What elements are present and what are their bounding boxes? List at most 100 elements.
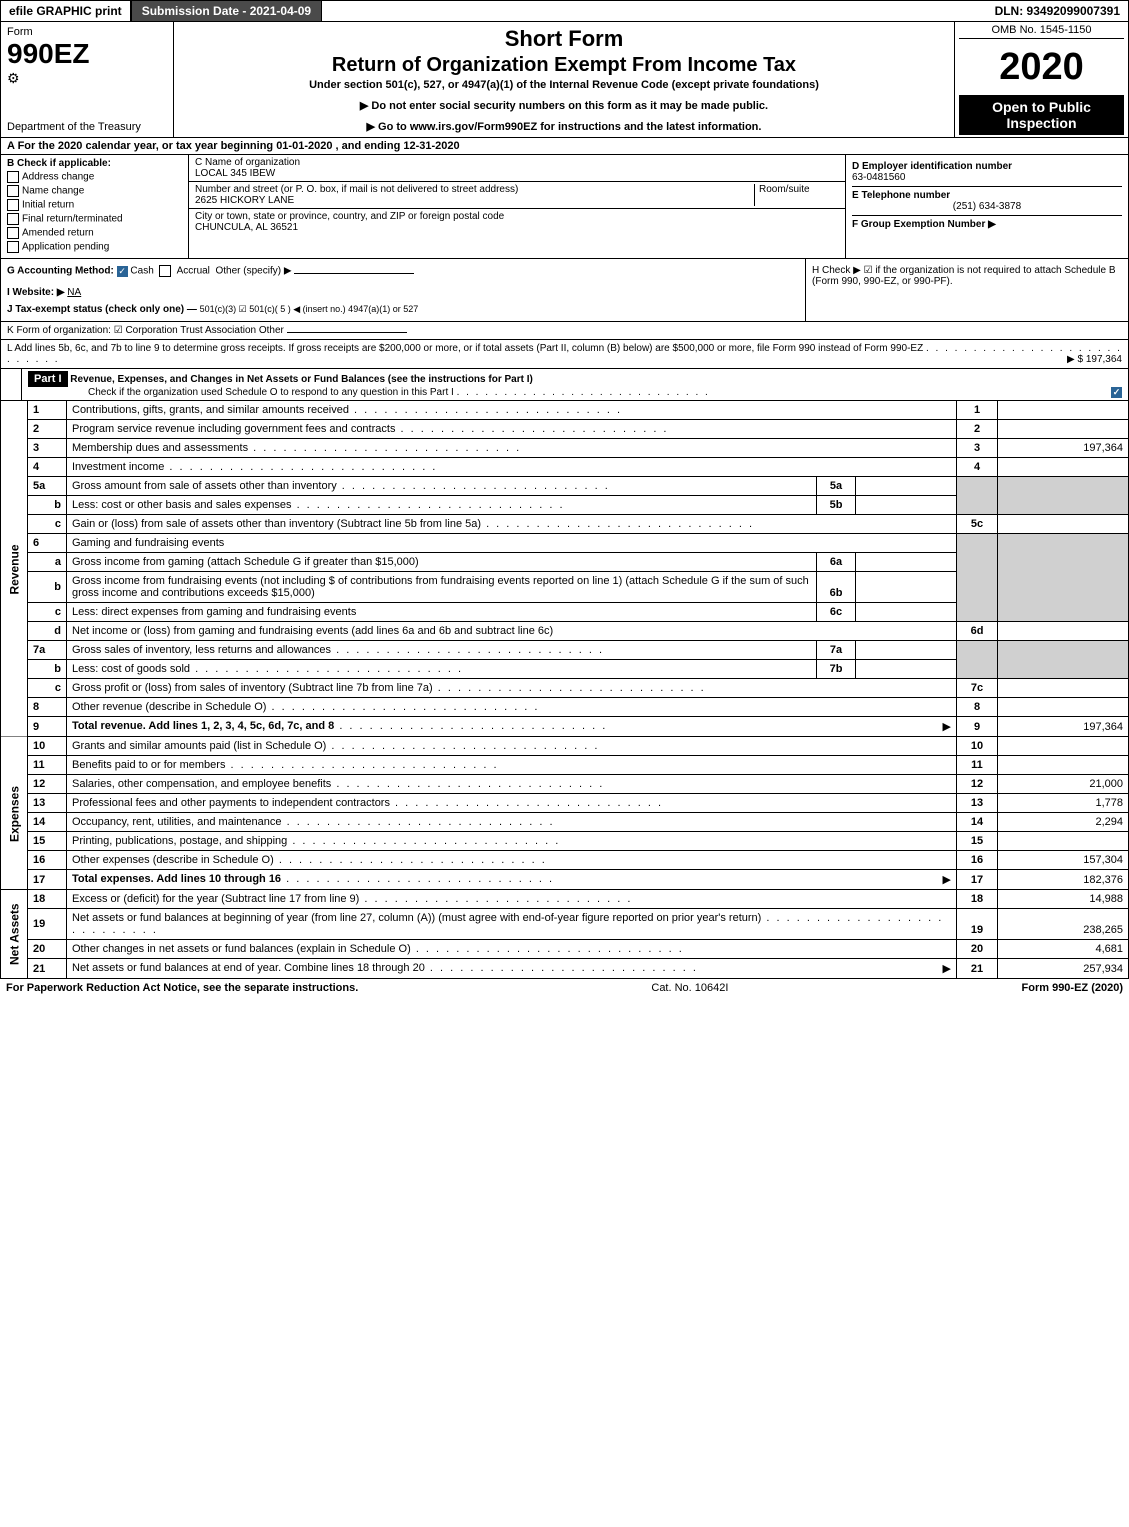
line-9-value: 197,364	[998, 717, 1129, 737]
section-l: L Add lines 5b, 6c, and 7b to line 9 to …	[0, 340, 1129, 369]
revenue-sidelabel: Revenue	[1, 401, 28, 737]
line-3-value: 197,364	[998, 439, 1129, 458]
city-value: CHUNCULA, AL 36521	[195, 222, 839, 233]
cb-other-specify[interactable]: Other (specify) ▶	[215, 266, 291, 277]
line-6b-ibox: 6b	[817, 572, 856, 603]
line-6c-ivalue	[856, 603, 957, 622]
website-label: I Website: ▶	[7, 287, 65, 298]
dln-label: DLN: 93492099007391	[987, 1, 1128, 21]
org-name-label: C Name of organization	[195, 157, 839, 168]
section-d-e-f: D Employer identification number 63-0481…	[846, 155, 1128, 258]
line-7a-ivalue	[856, 641, 957, 660]
line-5b-ibox: 5b	[817, 496, 856, 515]
line-8-value	[998, 698, 1129, 717]
line-6-desc: Gaming and fundraising events	[72, 537, 224, 549]
submission-date-button[interactable]: Submission Date - 2021-04-09	[132, 1, 322, 21]
accounting-method-label: G Accounting Method:	[7, 266, 114, 277]
section-l-amount: ▶ $ 197,364	[1067, 354, 1122, 365]
line-17-value: 182,376	[998, 870, 1129, 890]
line-7a-num: 7a	[28, 641, 67, 660]
line-10-num: 10	[28, 737, 67, 756]
line-6c-num: c	[28, 603, 67, 622]
netassets-sidelabel: Net Assets	[1, 890, 28, 979]
line-12-desc: Salaries, other compensation, and employ…	[72, 778, 331, 790]
cb-final-return[interactable]: Final return/terminated	[22, 214, 123, 225]
line-17-desc: Total expenses. Add lines 10 through 16	[72, 873, 281, 885]
line-2-num: 2	[28, 420, 67, 439]
line-7a-desc: Gross sales of inventory, less returns a…	[72, 644, 331, 656]
line-18-value: 14,988	[998, 890, 1129, 909]
org-info-grid: B Check if applicable: Address change Na…	[0, 155, 1129, 259]
line-3-desc: Membership dues and assessments	[72, 442, 248, 454]
section-h: H Check ▶ ☑ if the organization is not r…	[805, 259, 1128, 321]
line-4-num: 4	[28, 458, 67, 477]
form-header: Form 990EZ ⚙ Department of the Treasury …	[0, 22, 1129, 138]
address-value: 2625 HICKORY LANE	[195, 195, 754, 206]
group-exemption-label: F Group Exemption Number ▶	[852, 219, 996, 230]
website-value: NA	[67, 287, 81, 298]
ein-label: D Employer identification number	[852, 161, 1122, 172]
line-7b-num: b	[28, 660, 67, 679]
line-7c-desc: Gross profit or (loss) from sales of inv…	[72, 682, 433, 694]
line-14-desc: Occupancy, rent, utilities, and maintena…	[72, 816, 282, 828]
line-10-desc: Grants and similar amounts paid (list in…	[72, 740, 326, 752]
cb-application-pending[interactable]: Application pending	[22, 242, 109, 253]
line-5a-desc: Gross amount from sale of assets other t…	[72, 480, 337, 492]
goto-link[interactable]: ▶ Go to www.irs.gov/Form990EZ for instru…	[182, 120, 946, 133]
cb-cash[interactable]: Cash	[130, 266, 153, 277]
line-21-box: 21	[957, 959, 998, 979]
line-11-num: 11	[28, 756, 67, 775]
line-13-value: 1,778	[998, 794, 1129, 813]
line-7b-ibox: 7b	[817, 660, 856, 679]
line-9-desc: Total revenue. Add lines 1, 2, 3, 4, 5c,…	[72, 720, 334, 732]
line-7c-value	[998, 679, 1129, 698]
line-19-box: 19	[957, 909, 998, 940]
section-b-title: B Check if applicable:	[7, 158, 182, 169]
line-14-box: 14	[957, 813, 998, 832]
line-4-box: 4	[957, 458, 998, 477]
line-21-num: 21	[28, 959, 67, 979]
line-3-num: 3	[28, 439, 67, 458]
ein-value: 63-0481560	[852, 172, 1122, 183]
line-12-value: 21,000	[998, 775, 1129, 794]
line-20-desc: Other changes in net assets or fund bala…	[72, 943, 411, 955]
line-20-value: 4,681	[998, 940, 1129, 959]
cb-address-change[interactable]: Address change	[22, 172, 94, 183]
line-5c-num: c	[28, 515, 67, 534]
telephone-value: (251) 634-3878	[852, 201, 1122, 212]
cb-initial-return[interactable]: Initial return	[22, 200, 74, 211]
arrow-icon: ▶	[943, 962, 951, 975]
cb-amended-return[interactable]: Amended return	[22, 228, 94, 239]
cb-accrual[interactable]: Accrual	[177, 266, 210, 277]
line-13-num: 13	[28, 794, 67, 813]
open-inspection-badge: Open to Public Inspection	[959, 95, 1124, 135]
line-1-box: 1	[957, 401, 998, 420]
line-6b-ivalue	[856, 572, 957, 603]
line-6-num: 6	[28, 534, 67, 553]
tax-year: 2020	[999, 48, 1084, 86]
line-6d-num: d	[28, 622, 67, 641]
omb-number: OMB No. 1545-1150	[959, 24, 1124, 39]
cb-name-change[interactable]: Name change	[22, 186, 84, 197]
line-5a-num: 5a	[28, 477, 67, 496]
line-6c-desc: Less: direct expenses from gaming and fu…	[72, 606, 356, 618]
department-label: Department of the Treasury	[7, 121, 167, 133]
line-10-box: 10	[957, 737, 998, 756]
line-6a-desc: Gross income from gaming (attach Schedul…	[72, 556, 419, 568]
form-of-org-text: K Form of organization: ☑ Corporation Tr…	[7, 325, 284, 336]
part-1-check-text: Check if the organization used Schedule …	[28, 387, 454, 398]
section-h-text: H Check ▶ ☑ if the organization is not r…	[812, 265, 1116, 287]
line-19-num: 19	[28, 909, 67, 940]
line-14-value: 2,294	[998, 813, 1129, 832]
efile-print-button[interactable]: efile GRAPHIC print	[1, 1, 132, 21]
line-17-box: 17	[957, 870, 998, 890]
line-7b-desc: Less: cost of goods sold	[72, 663, 190, 675]
part-1-table: Revenue 1 Contributions, gifts, grants, …	[0, 401, 1129, 979]
line-17-num: 17	[28, 870, 67, 890]
line-2-box: 2	[957, 420, 998, 439]
return-title: Return of Organization Exempt From Incom…	[182, 54, 946, 77]
line-12-box: 12	[957, 775, 998, 794]
under-section-text: Under section 501(c), 527, or 4947(a)(1)…	[182, 79, 946, 91]
line-16-box: 16	[957, 851, 998, 870]
line-15-desc: Printing, publications, postage, and shi…	[72, 835, 287, 847]
